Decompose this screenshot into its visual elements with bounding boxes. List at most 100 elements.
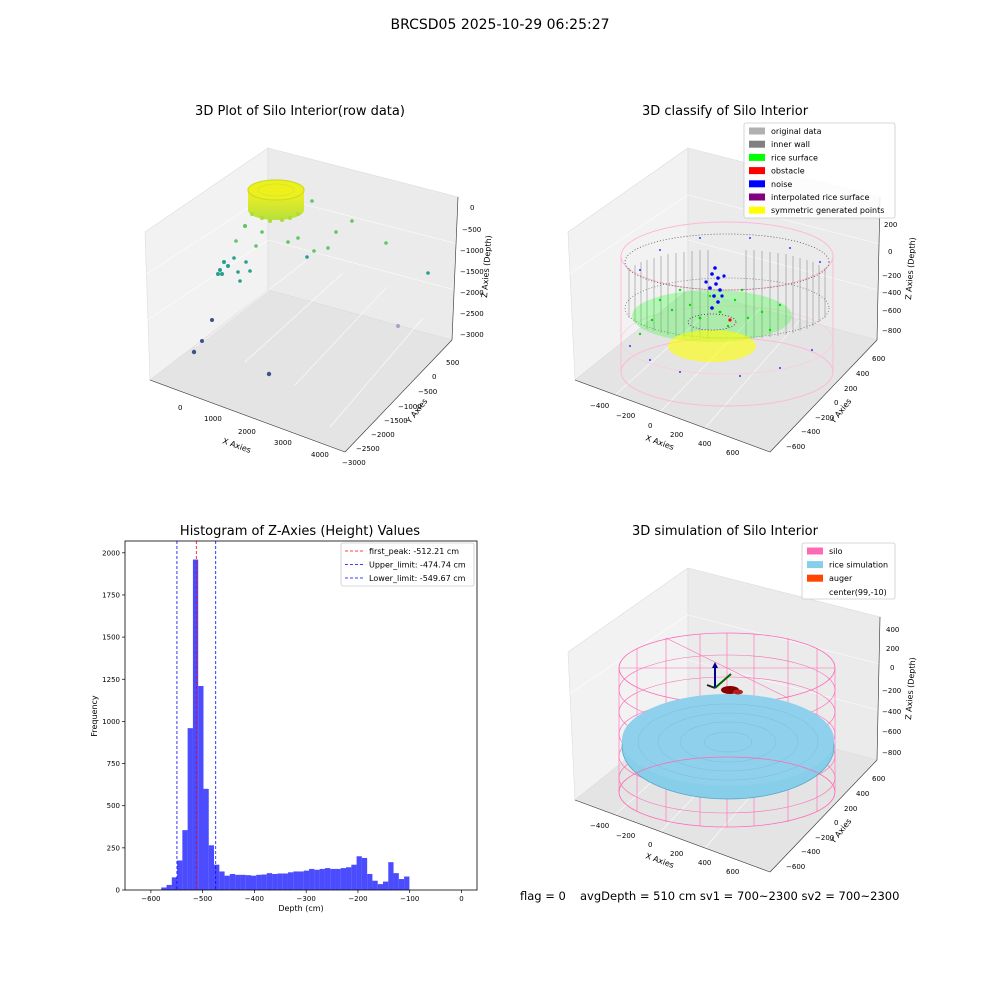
classify-legend-swatch xyxy=(749,193,765,201)
classify-inner-wall xyxy=(628,250,826,338)
simulation-z-tick: −800 xyxy=(882,749,901,757)
raw-y-tick: −1000 xyxy=(398,403,422,411)
classify-legend-swatch xyxy=(749,140,765,148)
histogram-bar xyxy=(171,877,178,890)
histogram-x-tick: −400 xyxy=(245,895,264,903)
classify-legend-label: original data xyxy=(771,127,822,136)
simulation-legend-swatch xyxy=(807,574,823,582)
raw-cylinder-top xyxy=(247,179,305,201)
raw-z-tick: 0 xyxy=(470,204,474,212)
histogram-x-tick: −300 xyxy=(297,895,316,903)
histogram-y-tick: 750 xyxy=(107,760,120,768)
histogram-x-ticks: −600 −500 −400 −300 −200 −100 0 xyxy=(141,890,464,903)
histogram-bar xyxy=(393,873,399,890)
histogram-bar xyxy=(398,879,405,890)
raw-y-tick: 0 xyxy=(432,373,436,381)
footer-stats: avgDepth = 510 cm sv1 = 700~2300 sv2 = 7… xyxy=(580,889,900,903)
classify-symmetric-points xyxy=(668,330,756,362)
histogram-bar xyxy=(219,871,225,890)
classify-legend-label: rice surface xyxy=(771,153,818,162)
classify-inner-wall-top xyxy=(624,233,830,291)
simulation-y-tick: 400 xyxy=(856,790,869,798)
raw-x-tick: 1000 xyxy=(204,415,222,423)
histogram-y-tick: 0 xyxy=(116,887,120,895)
simulation-legend-label: center(99,-10) xyxy=(829,588,887,597)
histogram-bar xyxy=(298,871,304,890)
classify-y-tick: 0 xyxy=(834,399,838,407)
raw-x-tick: 4000 xyxy=(311,451,329,459)
histogram-bar xyxy=(208,845,215,890)
simulation-legend-swatch xyxy=(807,588,823,596)
simulation-y-label: Y Axies xyxy=(828,817,854,846)
histogram-bar xyxy=(346,867,352,890)
raw-z-tick: −2000 xyxy=(460,289,484,297)
histogram-bar xyxy=(282,873,288,890)
classify-x-tick: 0 xyxy=(648,422,652,430)
histogram-bar xyxy=(161,887,167,890)
footer-flag: flag = 0 xyxy=(520,889,566,903)
simulation-z-tick: −200 xyxy=(882,687,901,695)
raw-y-tick: 500 xyxy=(446,359,459,367)
histogram-bar xyxy=(351,864,357,890)
simulation-y-tick: −200 xyxy=(815,834,834,842)
figure-suptitle: BRCSD05 2025-10-29 06:25:27 xyxy=(390,17,610,33)
simulation-z-tick: 200 xyxy=(886,645,899,653)
histogram-bar xyxy=(293,871,299,890)
classify-x-tick: −200 xyxy=(616,412,635,420)
raw-point-cloud xyxy=(191,179,430,377)
simulation-x-tick: −200 xyxy=(616,832,635,840)
histogram-x-tick: −600 xyxy=(141,895,160,903)
simulation-x-tick: 0 xyxy=(648,841,652,849)
simulation-x-tick: 600 xyxy=(726,868,739,876)
histogram-bar xyxy=(382,881,389,890)
raw-3d-axes xyxy=(144,147,459,453)
simulation-y-tick: 600 xyxy=(872,775,885,783)
histogram-bar xyxy=(314,869,320,890)
simulation-z-tick: −600 xyxy=(882,728,901,736)
simulation-legend-label: auger xyxy=(829,574,853,583)
classify-y-tick: 400 xyxy=(856,370,869,378)
raw-x-axis-line xyxy=(149,379,346,453)
histogram-y-tick: 2000 xyxy=(102,549,120,557)
simulation-legend-swatch xyxy=(807,547,823,555)
histogram-bar xyxy=(309,868,315,890)
classify-y-ticks: 600 400 200 0 −200 −400 −600 xyxy=(786,355,885,451)
histogram-bar xyxy=(229,873,236,890)
classify-interpolated-surface xyxy=(687,313,737,331)
raw-x-tick: 0 xyxy=(178,404,182,412)
raw-x-tick: 2000 xyxy=(238,428,256,436)
classify-legend-label: obstacle xyxy=(771,167,805,176)
histogram-bar xyxy=(356,856,362,890)
simulation-x-tick: 400 xyxy=(698,859,711,867)
classify-point-cloud xyxy=(620,221,834,407)
histogram-bar xyxy=(277,873,283,890)
histogram-bar xyxy=(166,884,172,890)
histogram-legend-label: Lower_limit: -549.67 cm xyxy=(369,574,466,583)
classify-z-tick: −600 xyxy=(882,307,901,315)
classify-z-tick: −400 xyxy=(882,289,901,297)
histogram-frame xyxy=(124,540,478,891)
classify-legend-label: symmetric generated points xyxy=(771,206,884,215)
classify-z-tick: −200 xyxy=(882,272,901,280)
histogram-bar xyxy=(303,870,310,890)
classify-y-tick: −600 xyxy=(786,443,805,451)
classify-y-label: Y Axies xyxy=(828,397,854,426)
raw-z-axis-line xyxy=(451,196,459,341)
raw-z-tick: −3000 xyxy=(460,331,484,339)
histogram-y-label: Frequency xyxy=(90,695,99,737)
histogram-y-tick: 500 xyxy=(107,802,120,810)
classify-legend-swatch xyxy=(749,127,765,135)
histogram-bar xyxy=(361,857,368,890)
histogram-x-tick: 0 xyxy=(459,895,463,903)
histogram-bar xyxy=(235,874,241,890)
histogram-bar xyxy=(319,868,325,890)
raw-grid xyxy=(144,194,459,428)
raw-y-tick: −3000 xyxy=(342,459,366,467)
raw-x-label: X Axies xyxy=(221,436,252,455)
raw-x-tick: 3000 xyxy=(274,439,292,447)
raw-y-ticks: 500 0 −500 −1000 −1500 −2000 −2500 −3000 xyxy=(342,359,459,467)
simulation-legend-label: silo xyxy=(829,547,843,556)
histogram-bar xyxy=(256,874,262,890)
classify-legend-label: noise xyxy=(771,180,792,189)
histogram-bar xyxy=(266,873,273,890)
